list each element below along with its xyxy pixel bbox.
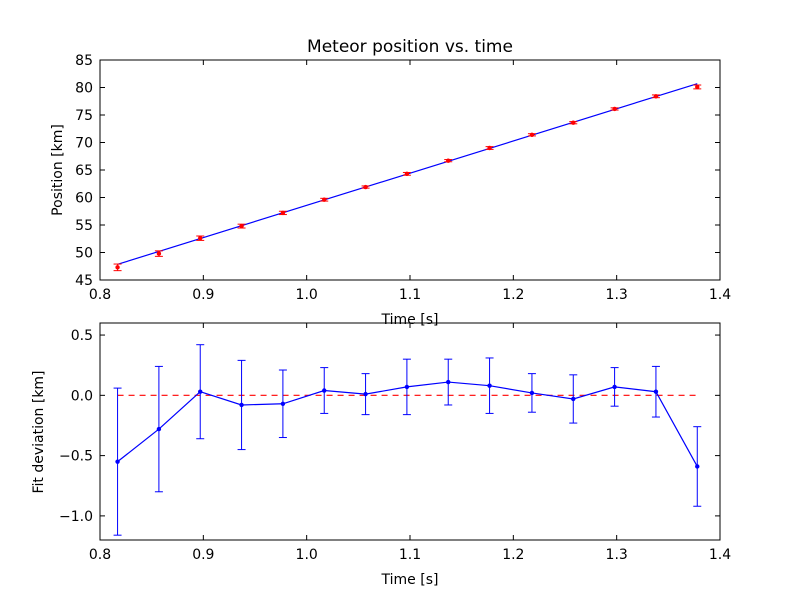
- measurement-point: [115, 265, 120, 270]
- measurement-point: [156, 251, 162, 256]
- y-axis-label: Fit deviation [km]: [31, 370, 47, 493]
- deviation-point: [115, 459, 120, 464]
- x-axis-label: Time [s]: [381, 572, 439, 588]
- deviation-point: [198, 389, 203, 394]
- deviation-chart: 0.8 0.9 1.0 1.1 1.2 1.3 1.4 −1.0 −0.5 0.0 0.5 Time…: [31, 322, 731, 588]
- y-tick-label: −0.5: [59, 449, 93, 465]
- x-tick-label: 0.9: [192, 287, 214, 303]
- y-tick-label: 50: [75, 246, 93, 262]
- y-tick-label: 70: [75, 136, 93, 152]
- x-tick-label: 1.1: [399, 547, 421, 563]
- deviation-point: [446, 379, 451, 385]
- deviation-point: [322, 388, 327, 393]
- position-chart: Meteor position vs. time 0.8 0.9 1.0 1.1 1.2…: [50, 37, 731, 328]
- deviation-line: [117, 381, 698, 467]
- deviation-point: [653, 389, 659, 394]
- x-tick-label: 1.3: [606, 287, 628, 303]
- y-tick-label: 60: [75, 191, 93, 207]
- x-tick-label: 0.9: [192, 547, 214, 563]
- deviation-point: [156, 426, 162, 432]
- axes-frame: [99, 59, 721, 281]
- deviation-point: [280, 401, 286, 406]
- x-tick-label: 1.3: [606, 547, 628, 563]
- y-tick-label: 85: [75, 53, 93, 69]
- deviation-point: [404, 384, 410, 390]
- deviation-point: [695, 464, 700, 469]
- x-tick-label: 0.8: [89, 287, 111, 303]
- measurement-point: [280, 210, 286, 216]
- y-tick-label: 80: [75, 81, 93, 97]
- x-tick-label: 1.0: [296, 287, 318, 303]
- measurement-point: [529, 132, 535, 137]
- y-tick-label: 55: [75, 218, 93, 234]
- deviation-plot-area: 0.8 0.9 1.0 1.1 1.2 1.3 1.4 −1.0 −0.5 0.0 0.5: [59, 322, 731, 563]
- deviation-point: [612, 384, 617, 390]
- measurement-point: [198, 236, 203, 241]
- y-tick-label: −1.0: [59, 509, 93, 525]
- y-tick-label: 0.5: [71, 328, 93, 344]
- axes-frame: [99, 322, 721, 541]
- y-axis-label: Position [km]: [50, 124, 66, 216]
- measurement-point: [363, 184, 368, 190]
- chart-title: Meteor position vs. time: [307, 37, 513, 57]
- deviation-point: [529, 390, 535, 396]
- measurement-point: [404, 171, 410, 177]
- measurement-point: [446, 158, 451, 163]
- y-tick-label: 75: [75, 108, 93, 124]
- y-tick-label: 65: [75, 163, 93, 179]
- measurement-point: [239, 223, 244, 229]
- x-tick-label: 1.0: [296, 547, 318, 563]
- x-tick-label: 1.4: [709, 547, 731, 563]
- measurement-point: [487, 145, 492, 151]
- deviation-point: [571, 396, 576, 402]
- x-tick-label: 1.4: [709, 287, 731, 303]
- measurement-point: [653, 94, 659, 99]
- deviation-point: [487, 383, 492, 388]
- measurement-point: [571, 120, 576, 125]
- x-tick-label: 1.2: [502, 287, 524, 303]
- x-axis-label: Time [s]: [381, 312, 439, 328]
- x-tick-label: 0.8: [89, 547, 111, 563]
- measurement-point: [612, 106, 617, 112]
- deviation-point: [239, 402, 244, 408]
- y-tick-label: 45: [75, 273, 93, 289]
- position-plot-area: 0.8 0.9 1.0 1.1 1.2 1.3 1.4 45 50 55 60 65 70 75 80 85: [75, 53, 731, 303]
- measurement-point: [322, 197, 327, 202]
- x-tick-label: 1.2: [502, 547, 524, 563]
- measurement-point: [695, 84, 700, 90]
- x-tick-label: 1.1: [399, 287, 421, 303]
- y-tick-label: 0.0: [71, 388, 93, 404]
- deviation-point: [363, 391, 368, 397]
